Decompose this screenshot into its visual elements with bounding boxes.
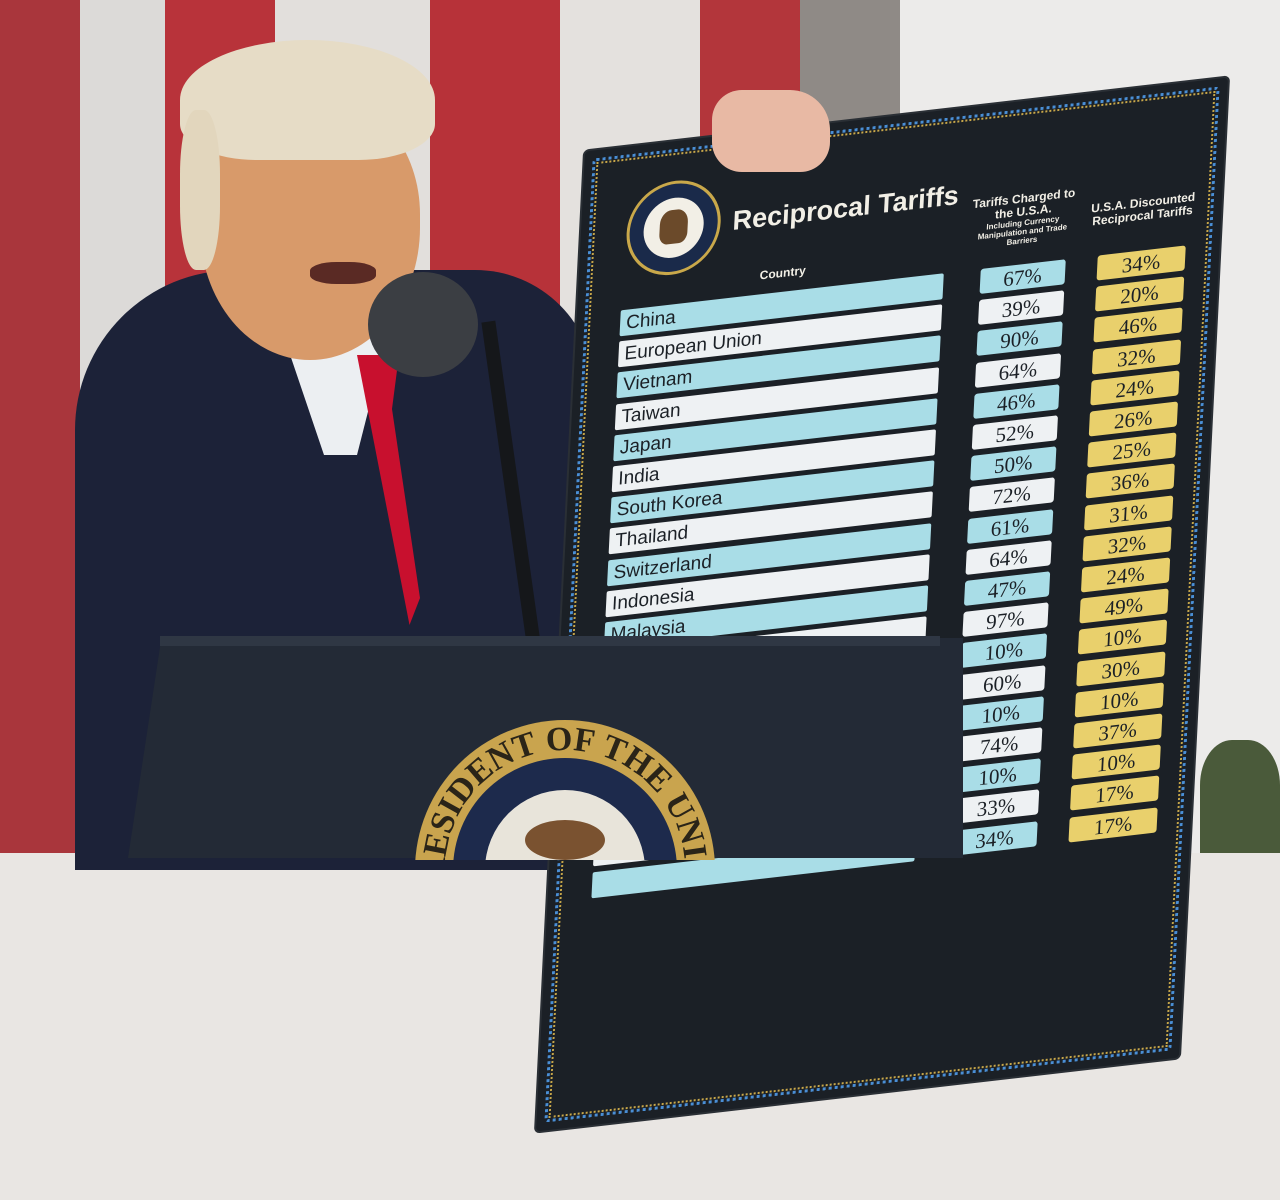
shrub — [1200, 740, 1280, 853]
hair-side — [180, 110, 220, 270]
podium-top-edge — [160, 636, 940, 646]
microphone — [368, 272, 478, 377]
hair — [180, 40, 435, 160]
mouth — [310, 262, 376, 284]
podium-seal: RESIDENT OF THE UNIT — [410, 720, 715, 860]
hand — [712, 90, 830, 172]
flag-stripe — [0, 0, 80, 853]
